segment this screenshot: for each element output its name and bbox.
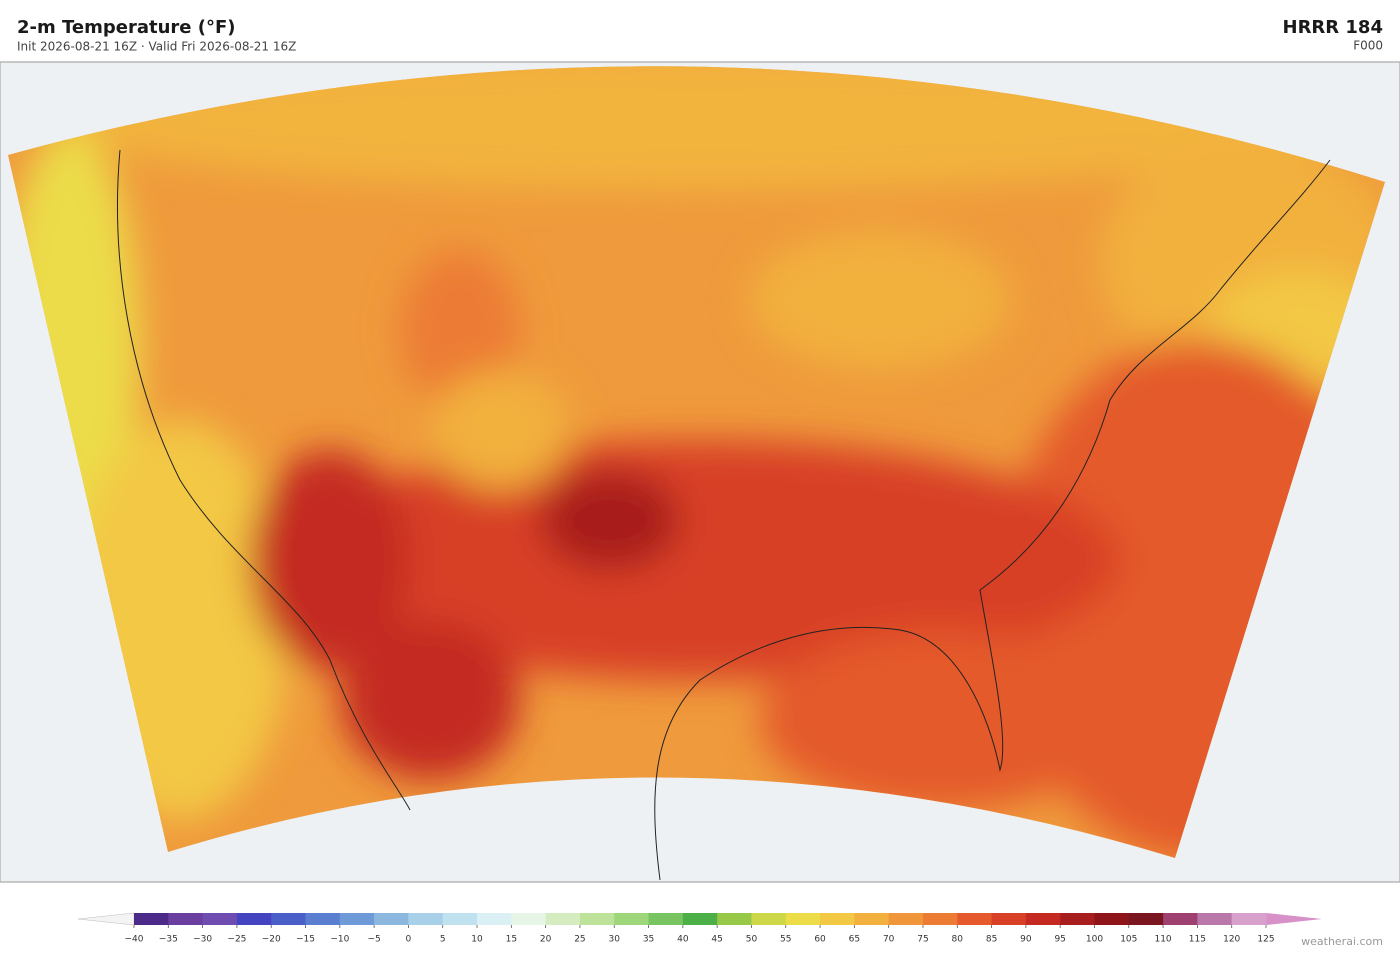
temperature-field	[8, 66, 1385, 858]
colorbar-bin	[168, 913, 204, 925]
colorbar-tick-label: 75	[917, 935, 928, 945]
map	[0, 61, 1400, 883]
subtitle: Init 2026-08-21 16Z · Valid Fri 2026-08-…	[17, 40, 296, 54]
colorbar-bin	[442, 913, 478, 925]
colorbar-bin	[1060, 913, 1095, 925]
colorbar-tick-label: 40	[677, 935, 689, 945]
colorbar-bin	[374, 913, 409, 925]
colorbar-bin	[888, 913, 924, 925]
colorbar-bin	[408, 913, 444, 925]
colorbar-tick-label: −10	[330, 935, 349, 945]
colorbar-bin	[820, 913, 855, 925]
colorbar-bin	[236, 913, 272, 925]
colorbar-bin	[614, 913, 650, 925]
colorbar-tick-label: 10	[471, 935, 483, 945]
colorbar-tick-label: 0	[406, 935, 412, 945]
colorbar-bin	[545, 913, 581, 925]
colorbar-tick-label: 30	[609, 935, 621, 945]
colorbar-tick-label: 80	[952, 935, 964, 945]
colorbar-tick-label: −5	[367, 935, 380, 945]
colorbar-tick-label: 50	[746, 935, 758, 945]
colorbar-bin	[1197, 913, 1233, 925]
model: HRRR 184	[1283, 17, 1384, 38]
colorbar-tick-label: 70	[883, 935, 895, 945]
colorbar-tick-label: 90	[1020, 935, 1032, 945]
coastline	[117, 149, 411, 811]
colorbar-bin	[1231, 913, 1267, 925]
colorbar-tick-label: 25	[574, 935, 585, 945]
colorbar-tick-label: −35	[159, 935, 178, 945]
colorbar-bin	[271, 913, 307, 925]
colorbar-bin	[1128, 913, 1164, 925]
colorbar-tick-label: 35	[643, 935, 654, 945]
colorbar: −40 −35 −30 −25 −20 −15 −10 −5 0 5 10 15 20 25 30 35 40 4…	[77, 912, 1322, 945]
colorbar-under	[77, 912, 135, 926]
colorbar-bin	[339, 913, 375, 925]
colorbar-bin	[717, 913, 752, 925]
colorbar-tick-label: −15	[296, 935, 315, 945]
colorbar-bin	[511, 913, 547, 925]
colorbar-bin	[305, 913, 341, 925]
colorbar-bin	[1163, 913, 1198, 925]
colorbar-bin	[579, 913, 615, 925]
colorbar-tick-label: 5	[440, 935, 446, 945]
colorbar-tick-label: 95	[1054, 935, 1065, 945]
colorbar-tick-label: 115	[1189, 935, 1206, 945]
colorbar-bin	[957, 913, 993, 925]
credit: weatherai.com	[1301, 935, 1383, 948]
colorbar-tick-label: −40	[125, 935, 144, 945]
colorbar-tick-label: 125	[1257, 935, 1274, 945]
colorbar-tick-label: −20	[262, 935, 281, 945]
colorbar-bin	[991, 913, 1027, 925]
colorbar-tick-label: 20	[540, 935, 552, 945]
colorbar-bin	[682, 913, 718, 925]
colorbar-tick-label: 120	[1223, 935, 1240, 945]
colorbar-tick-label: 60	[814, 935, 826, 945]
coastline	[654, 159, 1331, 881]
colorbar-tick-label: 45	[711, 935, 722, 945]
colorbar-tick-label: 55	[780, 935, 791, 945]
colorbar-bin	[1025, 913, 1061, 925]
colorbar-bin	[854, 913, 890, 925]
title: 2-m Temperature (°F)	[17, 17, 236, 38]
colorbar-bin	[1094, 913, 1130, 925]
colorbar-bin	[785, 913, 821, 925]
colorbar-tick-label: 15	[506, 935, 517, 945]
colorbar-tick-label: −30	[193, 935, 212, 945]
colorbar-tick-label: 110	[1154, 935, 1171, 945]
colorbar-bin	[648, 913, 684, 925]
colorbar-bin	[922, 913, 958, 925]
colorbar-bin	[477, 913, 512, 925]
forecast-hour: F000	[1353, 39, 1383, 53]
colorbar-over	[1266, 913, 1322, 925]
colorbar-tick-label: 65	[849, 935, 860, 945]
colorbar-tick-label: 100	[1086, 935, 1103, 945]
colorbar-bin	[134, 913, 169, 925]
colorbar-tick-label: 105	[1120, 935, 1137, 945]
colorbar-bin	[202, 913, 238, 925]
colorbar-tick-label: 85	[986, 935, 997, 945]
colorbar-tick-label: −25	[227, 935, 246, 945]
colorbar-bin	[751, 913, 787, 925]
